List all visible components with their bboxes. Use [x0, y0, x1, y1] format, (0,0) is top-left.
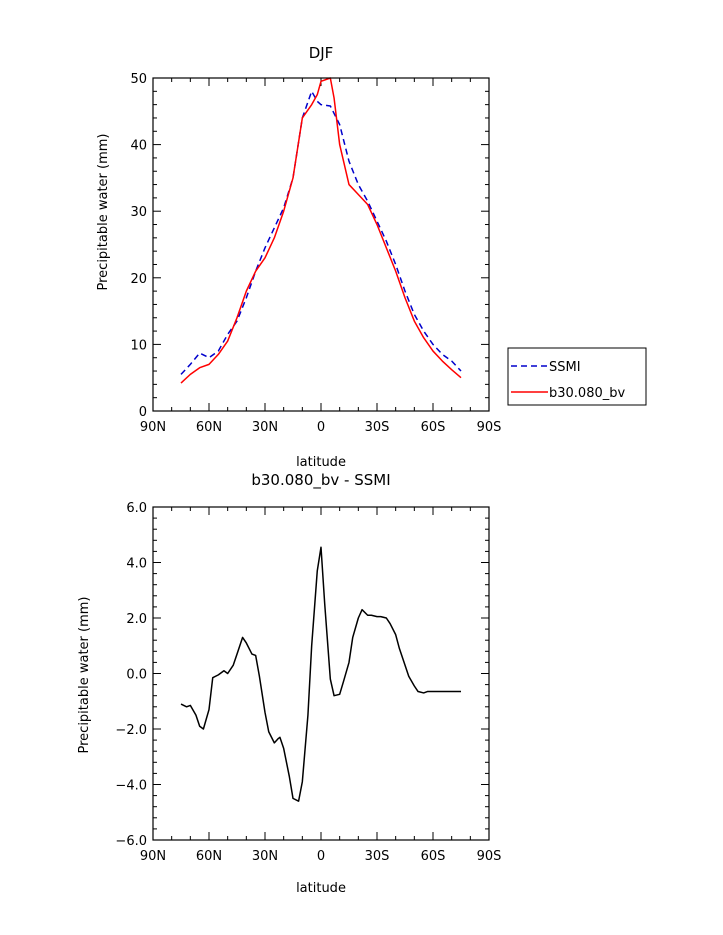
- x-tick-label: 30N: [252, 420, 278, 435]
- plot-frame: [152, 77, 490, 412]
- legend: SSMI b30.080_bv: [507, 347, 647, 406]
- series-group: [180, 77, 462, 384]
- series-group: [180, 546, 461, 802]
- axis-ticks: 90N 60N 30N 0 30S 60S 90S −6.0 −4.0 −2.0 0.0 2.0 4.0…: [115, 501, 501, 864]
- x-tick-label: 90S: [477, 420, 502, 435]
- x-tick-label: 60S: [421, 420, 446, 435]
- y-tick-label: 50: [130, 72, 147, 87]
- x-tick-label: 60N: [196, 420, 222, 435]
- x-tick-label: 30S: [365, 849, 390, 864]
- axis-ticks: 90N 60N 30N 0 30S 60S 90S 0 10 20 30 40 50: [130, 72, 501, 435]
- x-tick-label: 60N: [196, 849, 222, 864]
- y-tick-label: 0: [139, 405, 147, 420]
- y-axis-label: Precipitable water (mm): [77, 597, 92, 754]
- legend-box: [507, 347, 647, 406]
- legend-label-model: b30.080_bv: [549, 386, 625, 401]
- x-tick-label: 90N: [140, 420, 166, 435]
- y-tick-label: 0.0: [126, 668, 147, 683]
- y-tick-label: 6.0: [126, 501, 147, 516]
- y-tick-label: −4.0: [115, 779, 147, 794]
- x-axis-label: latitude: [296, 455, 346, 470]
- x-axis-label: latitude: [296, 881, 346, 896]
- legend-label-ssmi: SSMI: [549, 360, 581, 375]
- y-tick-label: −6.0: [115, 834, 147, 849]
- x-tick-label: 0: [317, 420, 325, 435]
- y-tick-label: 20: [130, 272, 147, 287]
- y-tick-label: −2.0: [115, 723, 147, 738]
- series-line-ssmi: [180, 90, 462, 375]
- x-tick-label: 0: [317, 849, 325, 864]
- chart-djf: DJF latitude Precipitable water (mm) 90N…: [96, 44, 501, 470]
- chart-title: DJF: [309, 44, 334, 62]
- x-tick-label: 30S: [365, 420, 390, 435]
- chart-title: b30.080_bv - SSMI: [251, 471, 390, 490]
- x-tick-label: 90S: [477, 849, 502, 864]
- y-tick-label: 10: [130, 338, 147, 353]
- chart-difference: b30.080_bv - SSMI latitude Precipitable …: [77, 471, 501, 896]
- x-tick-label: 60S: [421, 849, 446, 864]
- y-tick-label: 4.0: [126, 557, 147, 572]
- series-line-b30-080-bv: [180, 77, 462, 384]
- series-line-difference: [180, 546, 461, 802]
- y-tick-label: 40: [130, 139, 147, 154]
- y-tick-label: 2.0: [126, 612, 147, 627]
- y-axis-label: Precipitable water (mm): [96, 134, 111, 291]
- plot-frame: [152, 506, 490, 841]
- x-tick-label: 90N: [140, 849, 166, 864]
- y-tick-label: 30: [130, 205, 147, 220]
- x-tick-label: 30N: [252, 849, 278, 864]
